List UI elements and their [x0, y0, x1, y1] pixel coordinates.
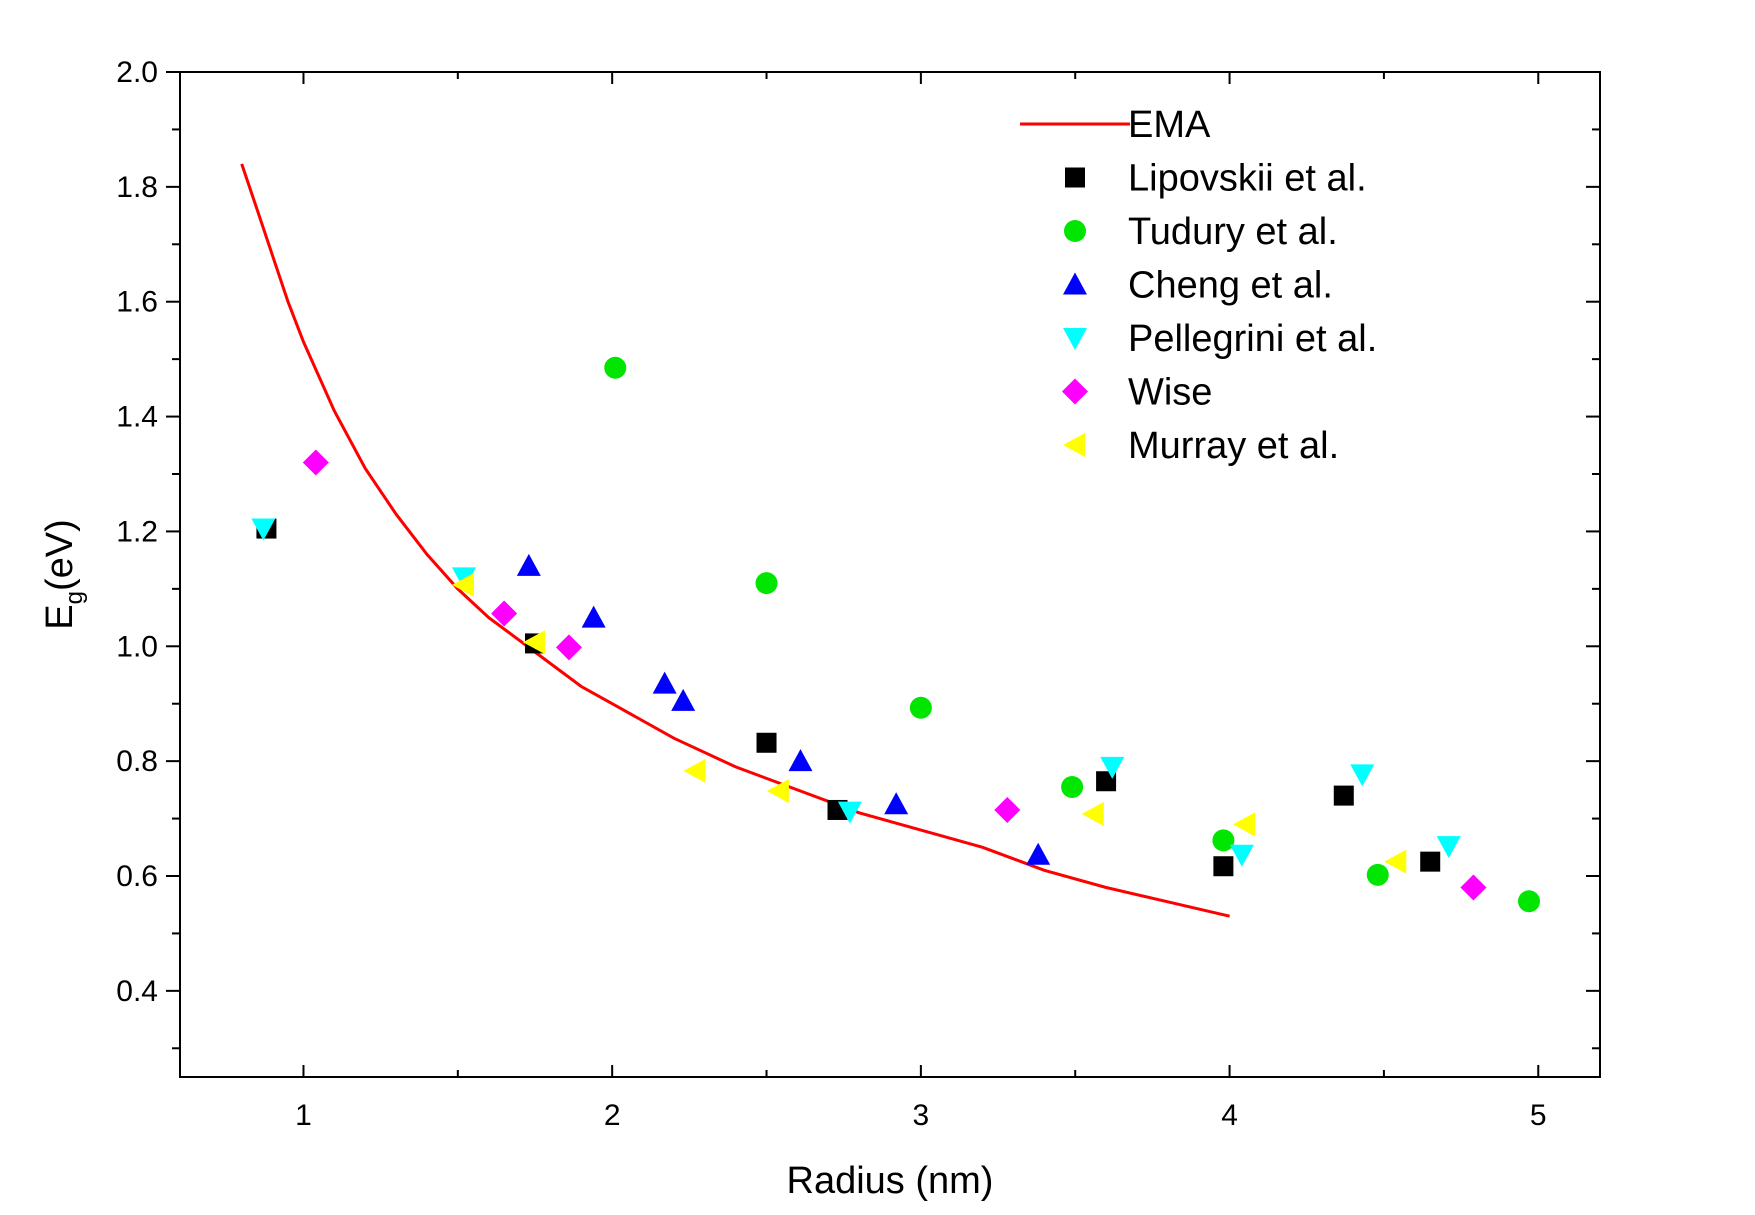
data-point-lipovskii-et-al — [1333, 785, 1354, 806]
data-point-tudury-et-al — [1366, 863, 1389, 886]
data-point-murray-et-al — [523, 630, 545, 655]
legend-marker-tudury-et-al — [1064, 220, 1086, 242]
data-point-cheng-et-al — [516, 553, 541, 576]
legend-label-tudury-et-al: Tudury et al. — [1128, 211, 1338, 253]
x-tick-label: 1 — [295, 1099, 312, 1132]
y-axis-title: Eg(eV) — [39, 519, 88, 630]
data-point-tudury-et-al — [909, 696, 932, 719]
data-point-tudury-et-al — [755, 572, 778, 595]
x-tick-label: 4 — [1221, 1099, 1238, 1132]
series-murray-et-al — [452, 572, 1407, 874]
data-point-cheng-et-al — [1026, 842, 1051, 865]
series-cheng-et-al — [516, 553, 1051, 865]
y-tick-label: 1.6 — [116, 286, 158, 319]
legend-marker-lipovskii-et-al — [1065, 167, 1085, 188]
x-axis-title: Radius (nm) — [787, 1160, 994, 1202]
data-point-wise — [491, 600, 518, 627]
legend-marker-murray-et-al — [1063, 433, 1085, 457]
data-point-wise — [994, 796, 1021, 823]
series-wise — [302, 449, 1487, 901]
legend-label-cheng-et-al: Cheng et al. — [1128, 265, 1333, 307]
legend-label-wise: Wise — [1128, 372, 1212, 414]
data-point-murray-et-al — [1384, 849, 1407, 874]
data-point-murray-et-al — [766, 779, 789, 804]
series-lipovskii-et-al — [256, 518, 1441, 877]
data-point-murray-et-al — [1081, 801, 1104, 826]
y-axis-title-subscript: g — [61, 591, 88, 604]
legend-label-murray-et-al: Murray et al. — [1128, 425, 1339, 467]
legend-marker-pellegrini-et-al — [1063, 328, 1087, 350]
data-point-pellegrini-et-al — [251, 518, 276, 541]
data-points — [251, 356, 1540, 913]
ema-curve — [240, 163, 1230, 918]
y-tick-label: 0.8 — [116, 745, 158, 778]
plot-frame — [179, 71, 1601, 1078]
legend-label-lipovskii-et-al: Lipovskii et al. — [1128, 158, 1367, 200]
curve-layer — [240, 163, 1230, 918]
legend-label-ema: EMA — [1128, 104, 1211, 146]
data-point-murray-et-al — [1233, 812, 1255, 837]
data-point-pellegrini-et-al — [1350, 764, 1375, 787]
data-point-pellegrini-et-al — [1229, 844, 1254, 867]
y-tick-label: 0.6 — [116, 860, 158, 893]
data-point-wise — [555, 634, 582, 661]
data-point-pellegrini-et-al — [837, 801, 862, 824]
data-point-cheng-et-al — [884, 792, 909, 815]
data-point-wise — [1460, 874, 1487, 901]
y-axis-title-unit: (eV) — [39, 519, 81, 591]
y-axis-title-main: E — [39, 604, 81, 629]
data-point-murray-et-al — [683, 758, 706, 783]
data-point-pellegrini-et-al — [1100, 756, 1125, 779]
y-tick-label: 1.0 — [116, 630, 158, 663]
data-point-cheng-et-al — [671, 688, 696, 711]
y-tick-label: 1.2 — [116, 515, 158, 548]
legend-label-pellegrini-et-al: Pellegrini et al. — [1128, 318, 1377, 360]
y-tick-label: 1.4 — [116, 401, 158, 434]
data-point-cheng-et-al — [581, 605, 606, 628]
axis-ticks — [166, 71, 1600, 1077]
y-tick-label: 0.4 — [116, 975, 158, 1008]
data-point-pellegrini-et-al — [1436, 836, 1461, 859]
x-tick-label: 2 — [604, 1099, 621, 1132]
y-tick-label: 2.0 — [116, 56, 158, 89]
data-point-lipovskii-et-al — [756, 732, 777, 753]
y-tick-label: 1.8 — [116, 171, 158, 204]
series-pellegrini-et-al — [251, 518, 1461, 867]
data-point-tudury-et-al — [1212, 829, 1235, 852]
data-point-cheng-et-al — [788, 749, 813, 772]
data-point-tudury-et-al — [1061, 775, 1084, 798]
x-tick-label: 3 — [913, 1099, 930, 1132]
x-tick-label: 5 — [1530, 1099, 1547, 1132]
plot-border — [179, 71, 1601, 1078]
data-point-tudury-et-al — [1518, 890, 1540, 913]
data-point-wise — [302, 449, 329, 476]
legend-marker-cheng-et-al — [1063, 272, 1087, 295]
data-point-lipovskii-et-al — [1213, 856, 1234, 877]
legend-marker-wise — [1062, 378, 1088, 405]
data-point-lipovskii-et-al — [1420, 851, 1441, 872]
data-point-tudury-et-al — [604, 356, 627, 379]
series-tudury-et-al — [604, 356, 1540, 913]
data-point-murray-et-al — [452, 572, 474, 597]
data-point-cheng-et-al — [652, 671, 677, 694]
legend: EMA Lipovskii et al. Tudury et al. Cheng et… — [1020, 104, 1377, 467]
axis-labels: 1 2 3 4 5 0.4 0.6 0.8 1.0 1.2 1.4 1.6 1.8 2.0 Radius (… — [39, 56, 1547, 1202]
